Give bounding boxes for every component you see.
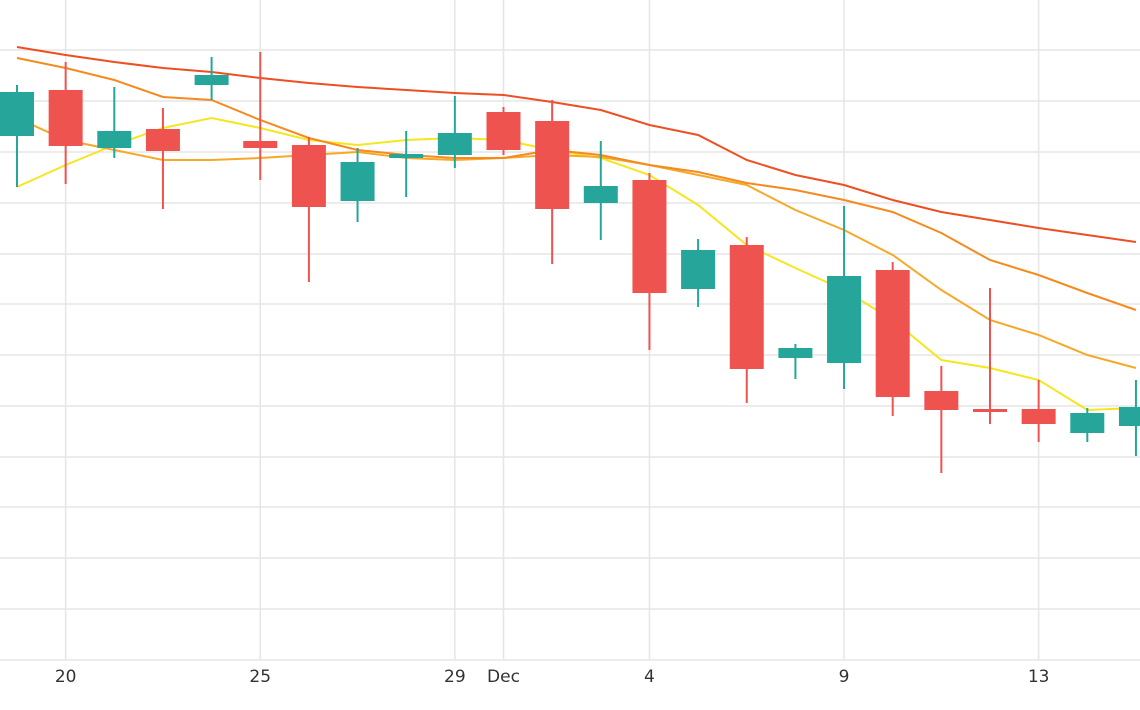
candle-body xyxy=(0,92,34,136)
candle-body xyxy=(875,270,910,397)
candle-body xyxy=(486,112,521,150)
candle-body xyxy=(973,409,1007,412)
x-tick-label: 13 xyxy=(1028,667,1050,687)
candle-body xyxy=(243,141,278,148)
candle-body xyxy=(827,276,862,363)
x-tick-label: 25 xyxy=(249,667,271,687)
candle-body xyxy=(340,162,375,201)
candle-body xyxy=(535,121,570,209)
candle-body xyxy=(97,131,132,148)
x-tick-label: 9 xyxy=(839,667,850,687)
candle-body xyxy=(632,180,667,293)
x-tick-label: 4 xyxy=(644,667,655,687)
candle-body xyxy=(1118,407,1140,426)
x-tick-label: 20 xyxy=(55,667,77,687)
candle-body xyxy=(291,145,326,207)
candle-body xyxy=(729,245,764,369)
moving-average-line xyxy=(16,46,1137,243)
candle-body xyxy=(681,250,716,289)
candle-body xyxy=(778,348,813,358)
candle-body xyxy=(48,90,83,146)
moving-average-line xyxy=(16,117,1137,369)
x-tick-label: 29 xyxy=(444,667,466,687)
candle-body xyxy=(1070,413,1105,433)
candle-body xyxy=(924,391,959,410)
moving-average-line xyxy=(16,57,1137,311)
moving-average-line xyxy=(16,116,1136,412)
candle-body xyxy=(1021,409,1056,424)
candle-body xyxy=(437,133,472,155)
candle-body xyxy=(583,186,618,203)
candle-body xyxy=(145,129,180,151)
candle-body xyxy=(389,154,424,158)
x-tick-label: Dec xyxy=(487,667,520,687)
candle-body xyxy=(194,75,229,85)
